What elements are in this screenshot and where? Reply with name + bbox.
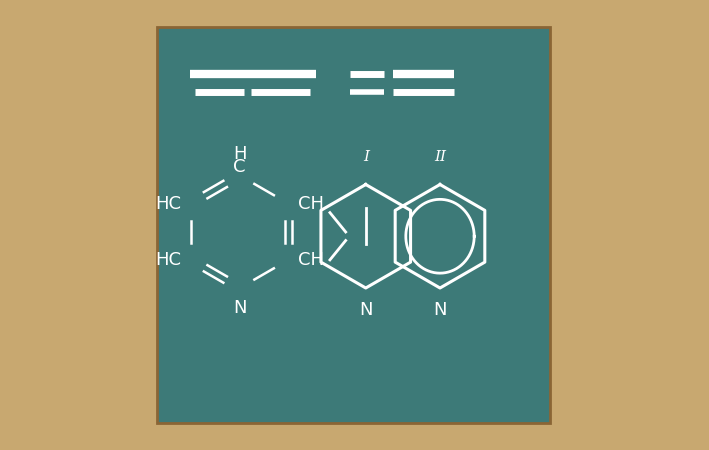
Text: N: N [359,301,372,319]
Text: N: N [433,301,447,319]
Text: II: II [434,150,446,164]
Text: H: H [233,145,247,163]
Text: C: C [233,158,246,176]
Text: HC: HC [155,251,181,269]
Text: HC: HC [155,194,181,213]
Text: CH: CH [298,194,324,213]
Bar [157,27,550,423]
Text: I: I [363,150,369,164]
Text: CH: CH [298,251,324,269]
Text: N: N [233,299,247,317]
Bar [157,27,550,423]
